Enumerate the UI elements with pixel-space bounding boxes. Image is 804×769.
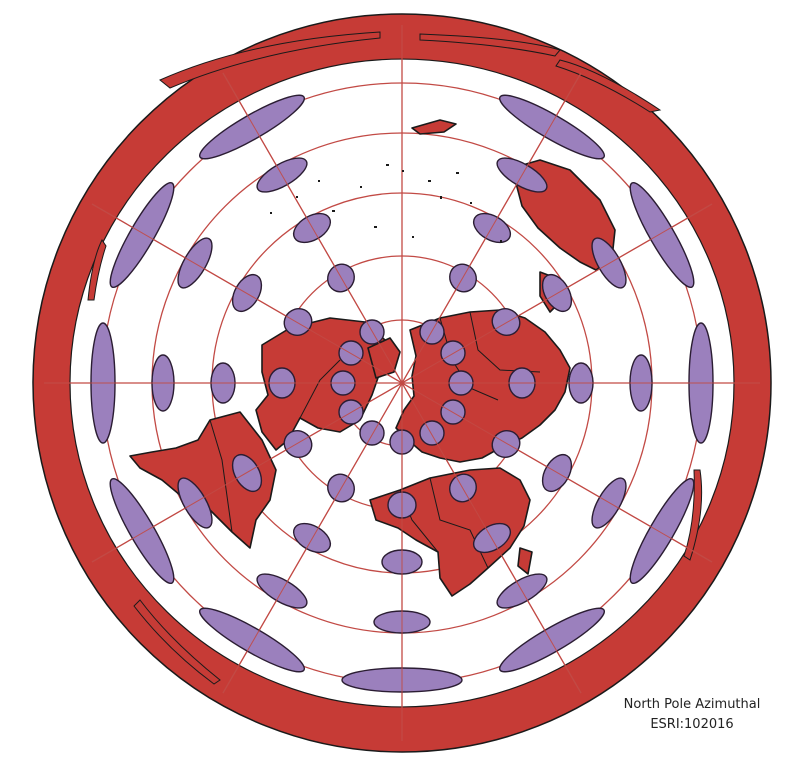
indicatrix: [283, 430, 313, 458]
indicatrix: [629, 181, 695, 289]
projection-caption: North Pole Azimuthal ESRI:102016: [592, 695, 792, 735]
projection-name: North Pole Azimuthal: [623, 697, 761, 712]
indicatrix: [359, 420, 385, 446]
indicatrix: [109, 477, 175, 585]
indicatrix: [283, 308, 313, 336]
indicatrix: [419, 420, 445, 446]
indicatrix: [491, 430, 521, 458]
graticule-overlay: [44, 72, 760, 741]
indicatrix: [498, 94, 606, 160]
ring-coastlines: [87, 31, 703, 685]
indicatrix: [498, 607, 606, 673]
arctic-islands: [270, 164, 502, 243]
madagascar: [517, 547, 533, 575]
small-island-north: [411, 119, 457, 135]
indicatrix: [198, 607, 306, 673]
indicatrix: [629, 477, 695, 585]
indicatrix: [198, 94, 306, 160]
projection-code: ESRI:102016: [650, 717, 734, 732]
indicatrix: [109, 181, 175, 289]
indicatrix: [491, 308, 521, 336]
